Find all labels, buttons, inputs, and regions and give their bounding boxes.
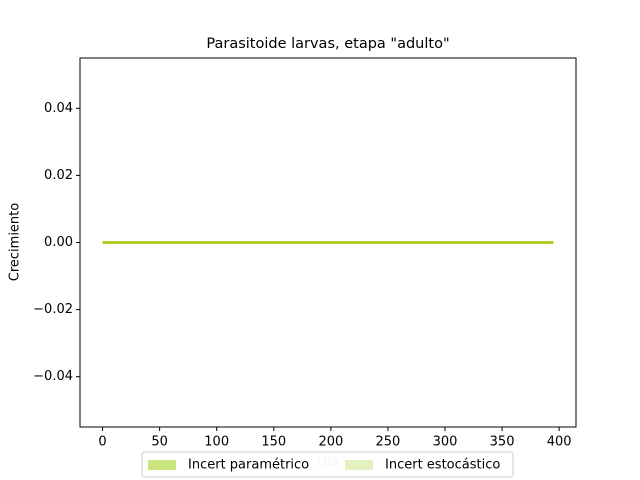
y-tick-label: 0.02 bbox=[44, 168, 73, 183]
x-tick-label: 0 bbox=[98, 435, 106, 450]
x-tick-label: 350 bbox=[490, 435, 515, 450]
legend-label: Incert paramétrico bbox=[188, 458, 309, 473]
x-tick-label: 300 bbox=[433, 435, 458, 450]
legend-swatch bbox=[148, 460, 176, 470]
y-tick-label: −0.02 bbox=[33, 302, 73, 317]
legend-box bbox=[141, 451, 514, 478]
legend-swatch bbox=[345, 460, 373, 470]
plot-frame bbox=[79, 57, 577, 428]
chart-title: Parasitoide larvas, etapa "adulto" bbox=[206, 36, 449, 52]
legend-label: Incert estocástico bbox=[385, 458, 500, 473]
x-tick-label: 250 bbox=[376, 435, 401, 450]
y-tick-label: −0.04 bbox=[33, 369, 73, 384]
y-axis-label: Crecimiento bbox=[8, 203, 23, 282]
x-tick-label: 200 bbox=[318, 435, 343, 450]
y-tick-label: 0.04 bbox=[44, 101, 73, 116]
x-tick-label: 150 bbox=[261, 435, 286, 450]
x-tick-label: 100 bbox=[204, 435, 229, 450]
x-tick-label: 50 bbox=[151, 435, 168, 450]
x-tick-label: 400 bbox=[547, 435, 572, 450]
y-tick-label: 0.00 bbox=[44, 235, 73, 250]
